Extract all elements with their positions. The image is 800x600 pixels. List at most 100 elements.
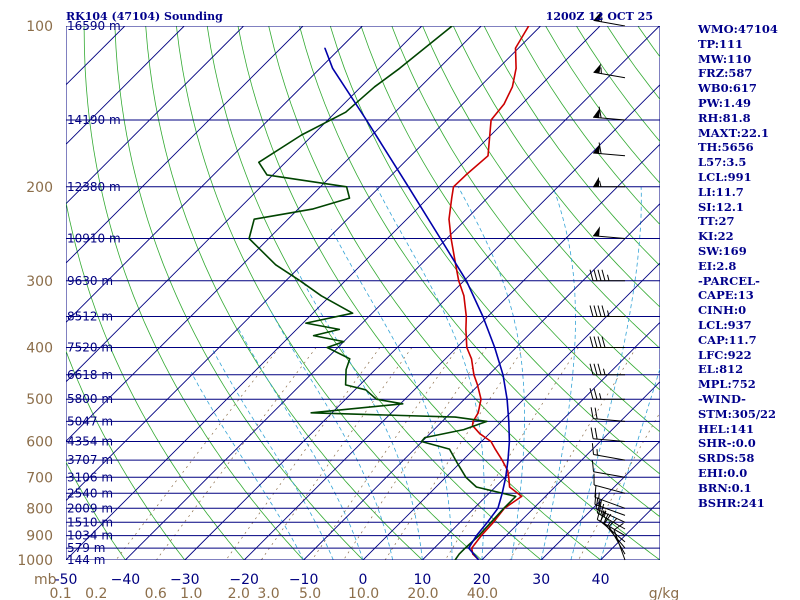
isotherm xyxy=(125,26,660,560)
temperature-tick-label: 40 xyxy=(592,572,610,588)
temperature-point xyxy=(480,535,482,537)
stat-item: STM:305/22 xyxy=(698,406,777,421)
wind-barb-staff xyxy=(593,418,626,422)
stat-item: EHI:0.0 xyxy=(698,465,748,480)
isotherm xyxy=(66,26,185,145)
dewpoint-point xyxy=(345,369,347,371)
temperature-point xyxy=(509,486,511,488)
temperature-point xyxy=(521,495,523,497)
isotherm xyxy=(66,26,244,205)
temperature-tick-label: 10 xyxy=(413,572,431,588)
moist-adiabat xyxy=(295,268,423,560)
wind-barb-staff xyxy=(593,471,626,478)
dewpoint-point xyxy=(343,341,345,343)
dewpoint-point xyxy=(448,448,451,450)
dewpoint-point xyxy=(345,384,347,386)
wind-barb-pennant xyxy=(593,11,602,22)
mixing-ratio-line xyxy=(444,347,579,560)
dewpoint-point xyxy=(503,507,505,509)
wind-barb-staff xyxy=(593,454,626,461)
temperature-point xyxy=(472,420,474,422)
pressure-tick-label: 1000 xyxy=(17,553,53,569)
stat-item: FRZ:587 xyxy=(698,66,753,81)
parcel-point xyxy=(332,67,334,69)
mixing-ratio-label: 2.0 xyxy=(228,586,250,600)
chart-time: 1200Z 12 OCT 25 xyxy=(546,10,653,23)
temperature-tick-label: −20 xyxy=(229,572,259,588)
wind-barb-flag xyxy=(613,522,624,531)
temperature-point xyxy=(465,328,467,330)
temperature-point xyxy=(528,26,530,27)
pressure-tick-label: 200 xyxy=(26,180,53,196)
background-grid xyxy=(66,26,660,560)
temperature-tick-label: −30 xyxy=(170,572,200,588)
temperature-point xyxy=(465,315,467,318)
moist-adiabat xyxy=(375,186,485,560)
dewpoint-point xyxy=(375,398,377,400)
dewpoint-point xyxy=(345,111,347,113)
mixing-ratio-label: 20.0 xyxy=(407,586,438,600)
moist-adiabat xyxy=(236,326,364,560)
wind-barb-staff xyxy=(594,496,626,509)
dry-adiabat xyxy=(237,26,601,560)
mixing-ratio-line xyxy=(578,411,660,560)
dewpoint-point xyxy=(248,237,250,240)
height-label: 6618 m xyxy=(67,368,113,382)
wind-barb-flag xyxy=(593,269,598,281)
temperature-line xyxy=(448,26,530,560)
moist-adiabat xyxy=(212,350,334,560)
dewpoint-point xyxy=(310,412,312,414)
temperature-point xyxy=(490,440,492,443)
wind-barb-half-flag xyxy=(600,67,602,74)
height-label: 5800 m xyxy=(67,392,113,406)
wind-barb-flag xyxy=(598,106,602,118)
mixing-ratio-label: 0.2 xyxy=(85,586,107,600)
wind-barb-flag xyxy=(594,485,597,498)
temperature-point xyxy=(458,280,460,282)
mixing-ratio-label: 10.0 xyxy=(348,586,379,600)
temperature-point xyxy=(479,433,481,435)
wind-barb-flag xyxy=(593,336,598,348)
dewpoint-point xyxy=(374,86,376,88)
temperature-tick-label: 0 xyxy=(359,572,368,588)
dewpoint-point xyxy=(253,218,255,220)
dewpoint-point xyxy=(399,67,401,69)
isotherm xyxy=(184,84,660,560)
parcel-point xyxy=(497,507,499,509)
dewpoint-point xyxy=(420,440,423,443)
height-label: 9630 m xyxy=(67,274,113,288)
parcel-point xyxy=(482,315,484,318)
wind-barb-half-flag xyxy=(598,499,600,506)
mixing-ratio-label: 1.0 xyxy=(180,586,202,600)
temperature-point xyxy=(451,197,453,199)
dewpoint-point xyxy=(451,26,453,27)
wind-barb-staff xyxy=(597,512,626,530)
height-label: 4354 m xyxy=(67,435,113,449)
stat-item: EL:812 xyxy=(698,362,744,377)
dewpoint-point xyxy=(346,186,348,188)
height-label: 2540 m xyxy=(67,486,113,500)
dewpoint-point xyxy=(515,495,517,497)
wind-barb-flag xyxy=(595,497,599,509)
dewpoint-point xyxy=(465,476,467,478)
pressure-tick-label: 800 xyxy=(26,501,53,517)
wind-barb-flag xyxy=(601,336,606,348)
stat-item: -PARCEL- xyxy=(698,273,760,288)
mixing-ratio-label: 0.1 xyxy=(49,586,71,600)
y-axis-label: mb xyxy=(34,572,57,588)
stat-item: WB0:617 xyxy=(698,81,757,96)
dry-adiabat xyxy=(176,26,483,560)
stat-item: BSHR:241 xyxy=(698,495,765,510)
isotherm xyxy=(66,26,363,324)
mixing-ratio-label: 40.0 xyxy=(467,586,498,600)
wind-barb-staff xyxy=(593,235,626,239)
moist-adiabat xyxy=(457,186,525,560)
mixing-ratio-label: 0.6 xyxy=(145,586,167,600)
stat-item: SW:169 xyxy=(698,243,747,258)
parcel-point xyxy=(502,374,504,376)
height-label: 5047 m xyxy=(67,414,113,428)
parcel-point xyxy=(324,47,326,49)
dewpoint-point xyxy=(338,328,340,330)
moist-adiabat xyxy=(264,299,394,560)
isotherm xyxy=(422,321,660,560)
